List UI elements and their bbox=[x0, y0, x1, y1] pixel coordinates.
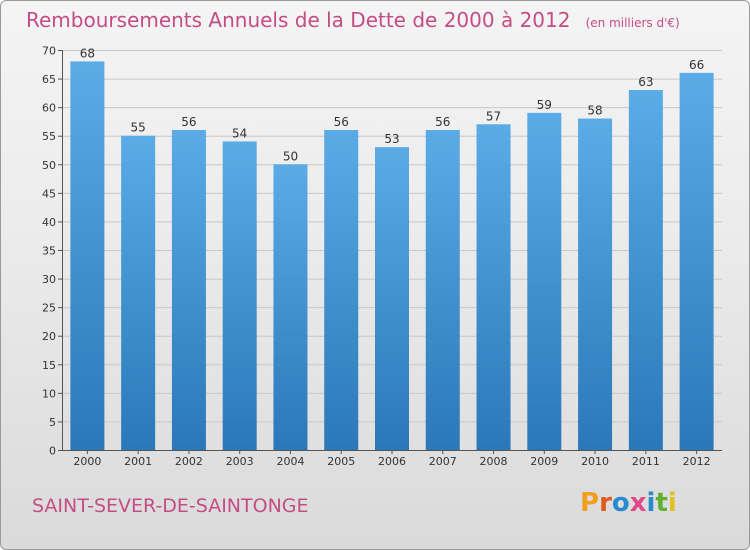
data-label-2001: 55 bbox=[131, 121, 146, 135]
data-label-2006: 53 bbox=[384, 132, 399, 146]
bar-2012 bbox=[679, 72, 714, 450]
y-tick-label: 45 bbox=[42, 187, 56, 200]
chart-unit: (en milliers d'€) bbox=[585, 16, 680, 30]
x-tick-label-2008: 2008 bbox=[480, 455, 508, 468]
axes: 0 5 10 15 20 25 30 35 40 45 50 55 60 65 70 2000 2001 2002… bbox=[42, 45, 722, 468]
y-tick-label: 60 bbox=[42, 102, 56, 115]
x-tick-label-2011: 2011 bbox=[632, 455, 660, 468]
bar-2002 bbox=[171, 130, 206, 450]
y-tick-label: 10 bbox=[42, 387, 56, 400]
logo-letter: x bbox=[629, 488, 647, 518]
y-tick-label: 0 bbox=[49, 445, 56, 458]
bar-2003 bbox=[222, 141, 257, 450]
data-label-2009: 59 bbox=[537, 98, 552, 112]
data-label-2003: 54 bbox=[232, 126, 247, 140]
logo-letter: P bbox=[580, 488, 600, 518]
logo-letter: r bbox=[599, 488, 612, 518]
x-tick-label-2003: 2003 bbox=[226, 455, 254, 468]
x-tick-label-2010: 2010 bbox=[581, 455, 609, 468]
x-tick-label-2006: 2006 bbox=[378, 455, 406, 468]
bar-2008 bbox=[476, 124, 511, 451]
x-tick-label-2007: 2007 bbox=[429, 455, 457, 468]
logo-letter: i bbox=[667, 488, 677, 518]
data-label-2000: 68 bbox=[80, 46, 95, 60]
y-tick-label: 70 bbox=[42, 45, 56, 58]
logo-letter: o bbox=[611, 488, 630, 518]
data-label-2011: 63 bbox=[638, 75, 653, 89]
data-labels: 68 55 56 54 50 56 53 56 57 59 58 63 66 bbox=[80, 46, 705, 163]
bars bbox=[70, 61, 714, 451]
bar-2004 bbox=[273, 164, 308, 451]
bar-2010 bbox=[578, 118, 613, 451]
bar-2007 bbox=[425, 130, 460, 450]
bar-2009 bbox=[527, 112, 562, 450]
y-tick-label: 15 bbox=[42, 359, 56, 372]
data-label-2004: 50 bbox=[283, 149, 298, 163]
x-tick-label-2012: 2012 bbox=[683, 455, 711, 468]
y-tick-label: 30 bbox=[42, 273, 56, 286]
y-tick-label: 50 bbox=[42, 159, 56, 172]
logo-letter: t bbox=[655, 488, 668, 518]
title-row: Remboursements Annuels de la Dette de 20… bbox=[26, 8, 680, 32]
x-tick-label-2000: 2000 bbox=[73, 455, 101, 468]
bar-2011 bbox=[628, 90, 663, 450]
bar-2005 bbox=[324, 130, 359, 450]
logo-letter: i bbox=[646, 488, 656, 518]
data-label-2005: 56 bbox=[334, 115, 349, 129]
y-tick-label: 25 bbox=[42, 302, 56, 315]
data-label-2012: 66 bbox=[689, 58, 704, 72]
proxiti-logo[interactable]: Proxiti bbox=[580, 488, 677, 518]
x-tick-label-2002: 2002 bbox=[175, 455, 203, 468]
data-label-2002: 56 bbox=[181, 115, 196, 129]
y-tick-label: 35 bbox=[42, 245, 56, 258]
data-label-2010: 58 bbox=[587, 104, 602, 118]
x-tick-label-2004: 2004 bbox=[276, 455, 304, 468]
y-tick-label: 55 bbox=[42, 130, 56, 143]
y-tick-label: 40 bbox=[42, 216, 56, 229]
x-tick-label-2005: 2005 bbox=[327, 455, 355, 468]
x-tick-label-2009: 2009 bbox=[530, 455, 558, 468]
bar-2006 bbox=[375, 147, 409, 450]
bar-2000 bbox=[70, 61, 105, 451]
x-tick-label-2001: 2001 bbox=[124, 455, 152, 468]
bar-2001 bbox=[121, 135, 156, 450]
y-tick-label: 20 bbox=[42, 330, 56, 343]
y-tick-label: 65 bbox=[42, 73, 56, 86]
data-label-2007: 56 bbox=[435, 115, 450, 129]
commune-name: SAINT-SEVER-DE-SAINTONGE bbox=[32, 495, 309, 517]
data-label-2008: 57 bbox=[486, 109, 501, 123]
y-tick-label: 5 bbox=[49, 416, 56, 429]
chart-title: Remboursements Annuels de la Dette de 20… bbox=[26, 8, 571, 32]
